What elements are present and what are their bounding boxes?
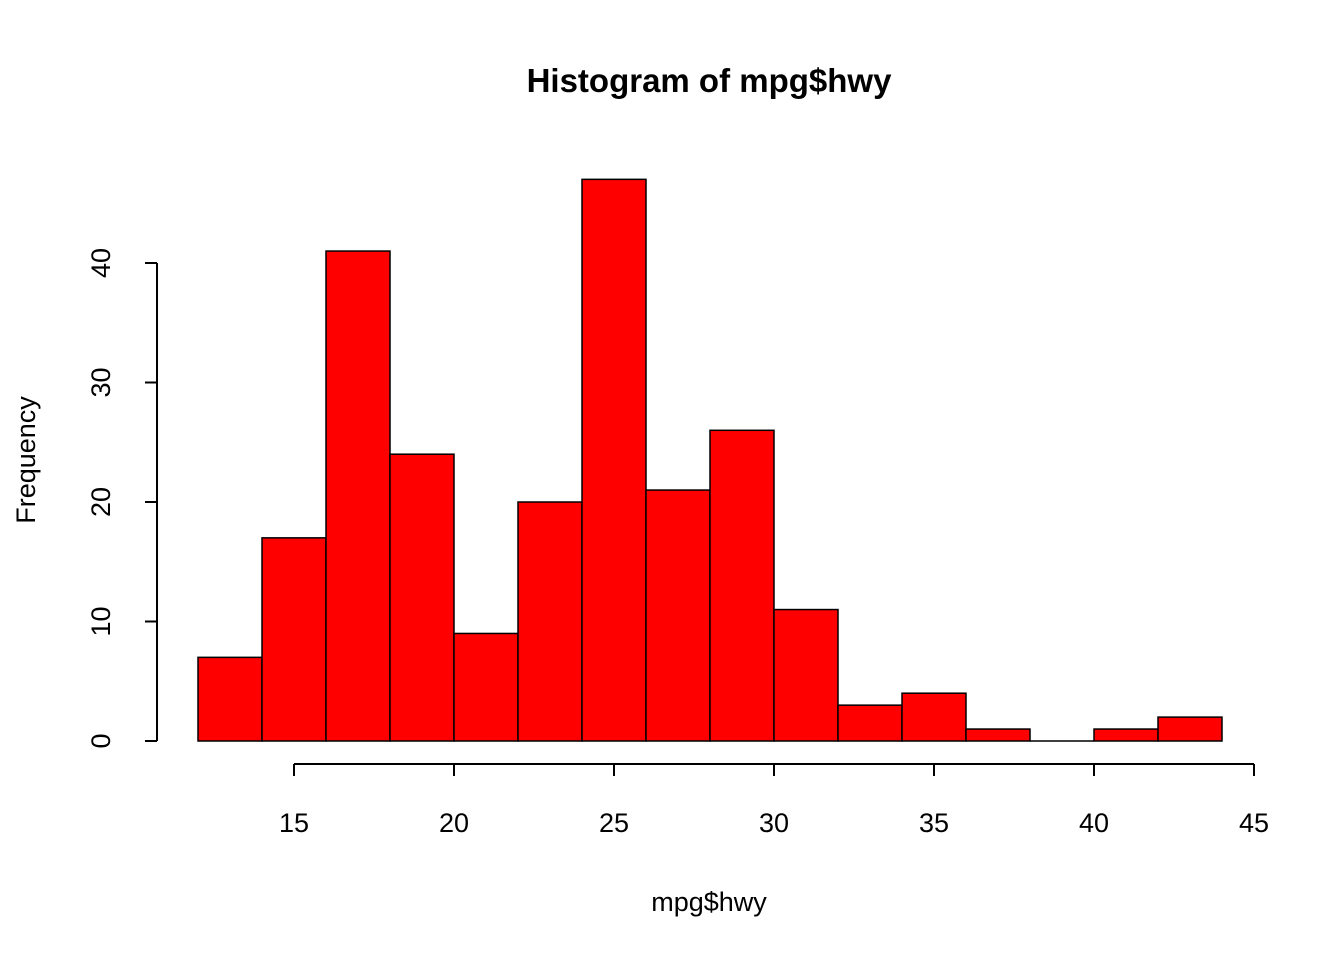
histogram-bar	[645, 489, 711, 742]
histogram-bar	[1157, 716, 1223, 742]
histogram-bar	[965, 728, 1031, 742]
x-tick-label: 15	[279, 808, 309, 838]
y-axis-label: Frequency	[11, 396, 41, 524]
x-tick-label: 20	[439, 808, 469, 838]
histogram-bar	[709, 429, 775, 742]
chart-title: Histogram of mpg$hwy	[527, 62, 893, 99]
histogram-bar	[261, 537, 327, 742]
histogram-bar	[901, 692, 967, 742]
bars-group	[197, 178, 1223, 742]
x-tick-label: 40	[1079, 808, 1109, 838]
y-axis: 0 10 20 30 40	[86, 248, 158, 749]
histogram-bar	[517, 501, 583, 742]
histogram-bar	[197, 656, 263, 742]
y-tick-label: 30	[86, 367, 116, 397]
x-tick-label: 25	[599, 808, 629, 838]
y-tick-label: 20	[86, 487, 116, 517]
x-tick-label: 45	[1239, 808, 1269, 838]
x-tick-label: 30	[759, 808, 789, 838]
y-tick-label: 0	[86, 733, 116, 748]
x-axis: 15 20 25 30 35 40 45	[279, 763, 1269, 838]
histogram-bar	[837, 704, 903, 742]
x-tick-label: 35	[919, 808, 949, 838]
histogram-bar	[581, 178, 647, 742]
histogram-bar	[325, 250, 391, 742]
x-axis-label: mpg$hwy	[651, 887, 767, 917]
y-tick-label: 40	[86, 248, 116, 278]
histogram-bar	[773, 608, 839, 742]
y-tick-label: 10	[86, 606, 116, 636]
histogram-bar	[1093, 728, 1159, 742]
histogram-bar	[389, 453, 455, 742]
histogram-bar	[453, 632, 519, 742]
